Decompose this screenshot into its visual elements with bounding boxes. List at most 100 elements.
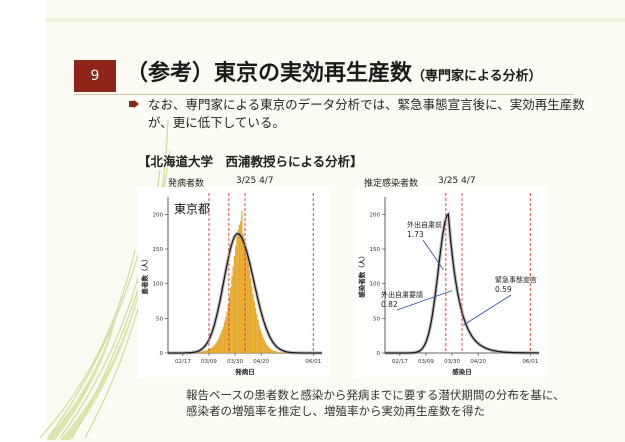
chart-tokyo-onset: 0 50 100 150 200 02/17 03/09 03/30 04/20 06/01 発病日… xyxy=(138,187,330,377)
bar xyxy=(282,352,284,353)
title-main: （参考）東京の実効再生産数 xyxy=(126,61,413,86)
bar xyxy=(216,341,218,353)
bar xyxy=(221,330,223,353)
bar xyxy=(201,351,203,353)
y-axis-label: 感染者数（人） xyxy=(357,252,366,298)
bar xyxy=(277,351,279,353)
y-tick-label: 50 xyxy=(373,316,380,322)
bar xyxy=(223,321,226,353)
x-tick-label: 03/09 xyxy=(201,359,217,365)
bar xyxy=(226,311,228,353)
x-tick-label: 02/17 xyxy=(392,359,408,365)
bar xyxy=(230,287,232,353)
title-separator xyxy=(74,94,574,95)
bar xyxy=(248,269,250,353)
y-tick-label: 0 xyxy=(160,351,164,357)
bar xyxy=(251,286,253,353)
x-tick-label: 03/09 xyxy=(418,359,434,365)
left-panel-caption: 発病者数 xyxy=(168,179,205,189)
left-event-dates: 3/25 4/7 xyxy=(236,176,274,186)
chart-estimated-infections: 0 50 100 150 200 02/17 03/09 03/30 04/20 06/01 感染日… xyxy=(355,187,547,377)
x-axis-label: 感染日 xyxy=(452,367,472,376)
y-tick-label: 100 xyxy=(370,282,381,288)
x-axis-label: 発病日 xyxy=(234,367,255,376)
annotation-arrow xyxy=(422,239,444,271)
bar xyxy=(200,351,202,353)
annotation-label: 外出自粛要請 xyxy=(381,290,423,299)
bar xyxy=(278,352,280,353)
bar xyxy=(259,329,262,353)
bar xyxy=(272,350,274,353)
bar xyxy=(254,307,257,353)
bar xyxy=(208,348,211,353)
bar xyxy=(213,344,216,353)
bar xyxy=(262,337,264,353)
bar xyxy=(256,314,258,353)
x-tick-label: 03/30 xyxy=(227,359,243,365)
bar xyxy=(269,348,272,353)
bar xyxy=(231,276,233,353)
bar xyxy=(258,325,260,353)
bar xyxy=(252,294,254,353)
bar xyxy=(240,221,242,353)
bar xyxy=(227,304,229,353)
y-tick-label: 100 xyxy=(153,282,164,288)
bar xyxy=(202,350,205,353)
bar xyxy=(267,346,269,353)
bar xyxy=(253,301,255,353)
bar xyxy=(273,350,275,353)
bar xyxy=(236,236,238,353)
annotation-value: 1.73 xyxy=(407,230,424,239)
bar xyxy=(245,249,247,353)
bar xyxy=(257,319,259,353)
title-sub: （専門家による分析） xyxy=(412,69,542,84)
subheading: 【北海道大学 西浦教授らによる分析】 xyxy=(138,154,363,169)
figure-caption: 報告ベースの患者数と感染から発病までに要する潜伏期間の分布を基に、感染者の増殖率… xyxy=(186,388,565,418)
x-tick-label: 06/01 xyxy=(305,359,321,365)
left-band xyxy=(0,0,46,442)
right-event-dates: 3/25 4/7 xyxy=(438,176,476,186)
bar xyxy=(281,352,283,353)
arrow-bullet-icon xyxy=(129,100,139,108)
y-axis-label: 患者数（人） xyxy=(140,256,149,295)
bar xyxy=(276,351,278,353)
bar xyxy=(241,210,243,353)
slide-number: 9 xyxy=(74,60,116,92)
bar xyxy=(263,339,265,353)
bar xyxy=(238,224,241,353)
bar xyxy=(210,348,212,353)
bar xyxy=(225,316,227,353)
bar xyxy=(266,344,268,353)
bar xyxy=(233,255,236,353)
annotation-label: 外出自粛前 xyxy=(407,220,442,229)
y-tick-label: 0 xyxy=(377,351,381,357)
bar xyxy=(228,296,231,353)
bar xyxy=(212,346,214,353)
infection-curve xyxy=(385,212,539,354)
bar xyxy=(247,262,249,353)
y-tick-label: 50 xyxy=(156,316,163,322)
bar xyxy=(264,342,267,353)
bar xyxy=(220,333,222,353)
bar xyxy=(268,347,270,353)
bullet-text: なお、専門家による東京のデータ分析では、緊急事態宣言後に、実効再生産数が、更に低… xyxy=(148,97,585,130)
bar xyxy=(232,266,234,353)
x-tick-label: 04/20 xyxy=(470,359,486,365)
right-panel-caption: 推定感染者数 xyxy=(364,179,419,189)
y-tick-label: 200 xyxy=(153,212,164,218)
bar xyxy=(261,333,263,353)
x-tick-label: 03/30 xyxy=(444,359,460,365)
y-tick-label: 200 xyxy=(370,212,381,218)
annotation-arrow xyxy=(396,290,453,311)
slide-title: （参考）東京の実効再生産数（専門家による分析） xyxy=(126,55,542,87)
bar xyxy=(279,352,282,353)
bar xyxy=(218,336,221,353)
bar xyxy=(217,339,219,353)
x-tick-label: 02/17 xyxy=(175,359,191,365)
bar xyxy=(249,278,252,353)
annotation-arrow xyxy=(463,294,512,326)
bar xyxy=(246,255,248,353)
bar xyxy=(205,350,207,353)
chart-title: 東京都 xyxy=(174,202,210,216)
